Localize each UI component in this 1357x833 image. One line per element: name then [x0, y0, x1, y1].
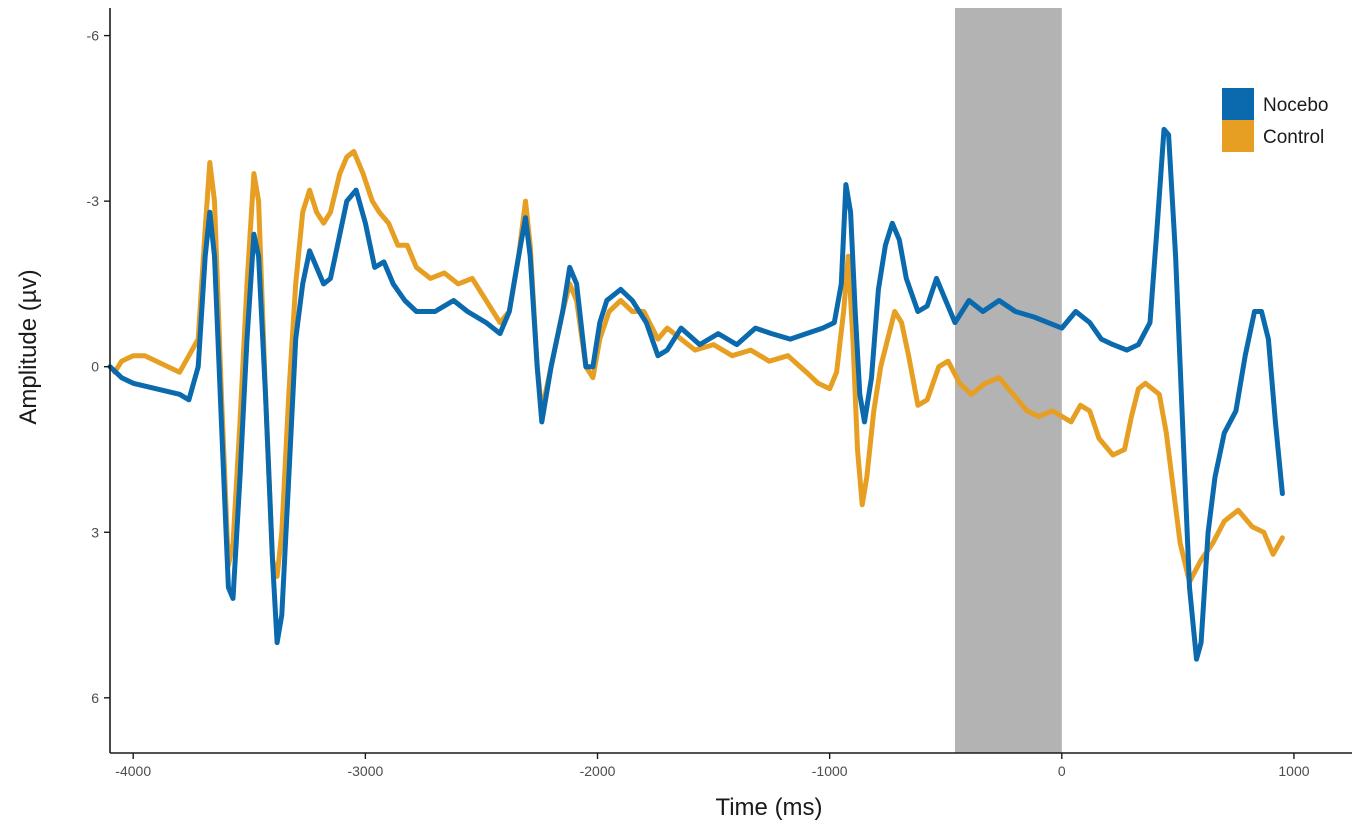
series-layer: [107, 126, 1285, 662]
x-tick-label: -1000: [812, 763, 848, 779]
x-tick-label: -3000: [347, 763, 383, 779]
legend-label-nocebo: Nocebo: [1263, 95, 1329, 116]
y-tick-label: 0: [91, 359, 99, 375]
y-axis-title: Amplitude (µv): [15, 269, 42, 424]
series-line-nocebo: [107, 126, 1285, 662]
x-tick-label: 0: [1058, 763, 1066, 779]
y-tick-label: 3: [91, 524, 99, 540]
legend-swatch-control: [1222, 120, 1254, 152]
y-tick-label: 6: [91, 690, 99, 706]
x-axis-title: Time (ms): [715, 794, 822, 821]
y-tick-label: -3: [87, 193, 100, 209]
y-ticks: -6 -3 0 3 6: [87, 28, 110, 706]
shaded-region-layer: [955, 8, 1062, 753]
x-tick-label: -2000: [580, 763, 616, 779]
legend-swatch-nocebo: [1222, 88, 1254, 120]
x-tick-label: -4000: [115, 763, 151, 779]
legend: Nocebo Control: [1222, 88, 1329, 152]
legend-label-control: Control: [1263, 127, 1324, 148]
x-tick-label: 1000: [1278, 763, 1309, 779]
shaded-time-window: [955, 8, 1062, 753]
series-line-control: [112, 149, 1285, 585]
y-tick-label: -6: [87, 28, 100, 44]
x-ticks: -4000 -3000 -2000 -1000 0 1000: [115, 753, 1310, 779]
axes-layer: [109, 8, 1352, 754]
